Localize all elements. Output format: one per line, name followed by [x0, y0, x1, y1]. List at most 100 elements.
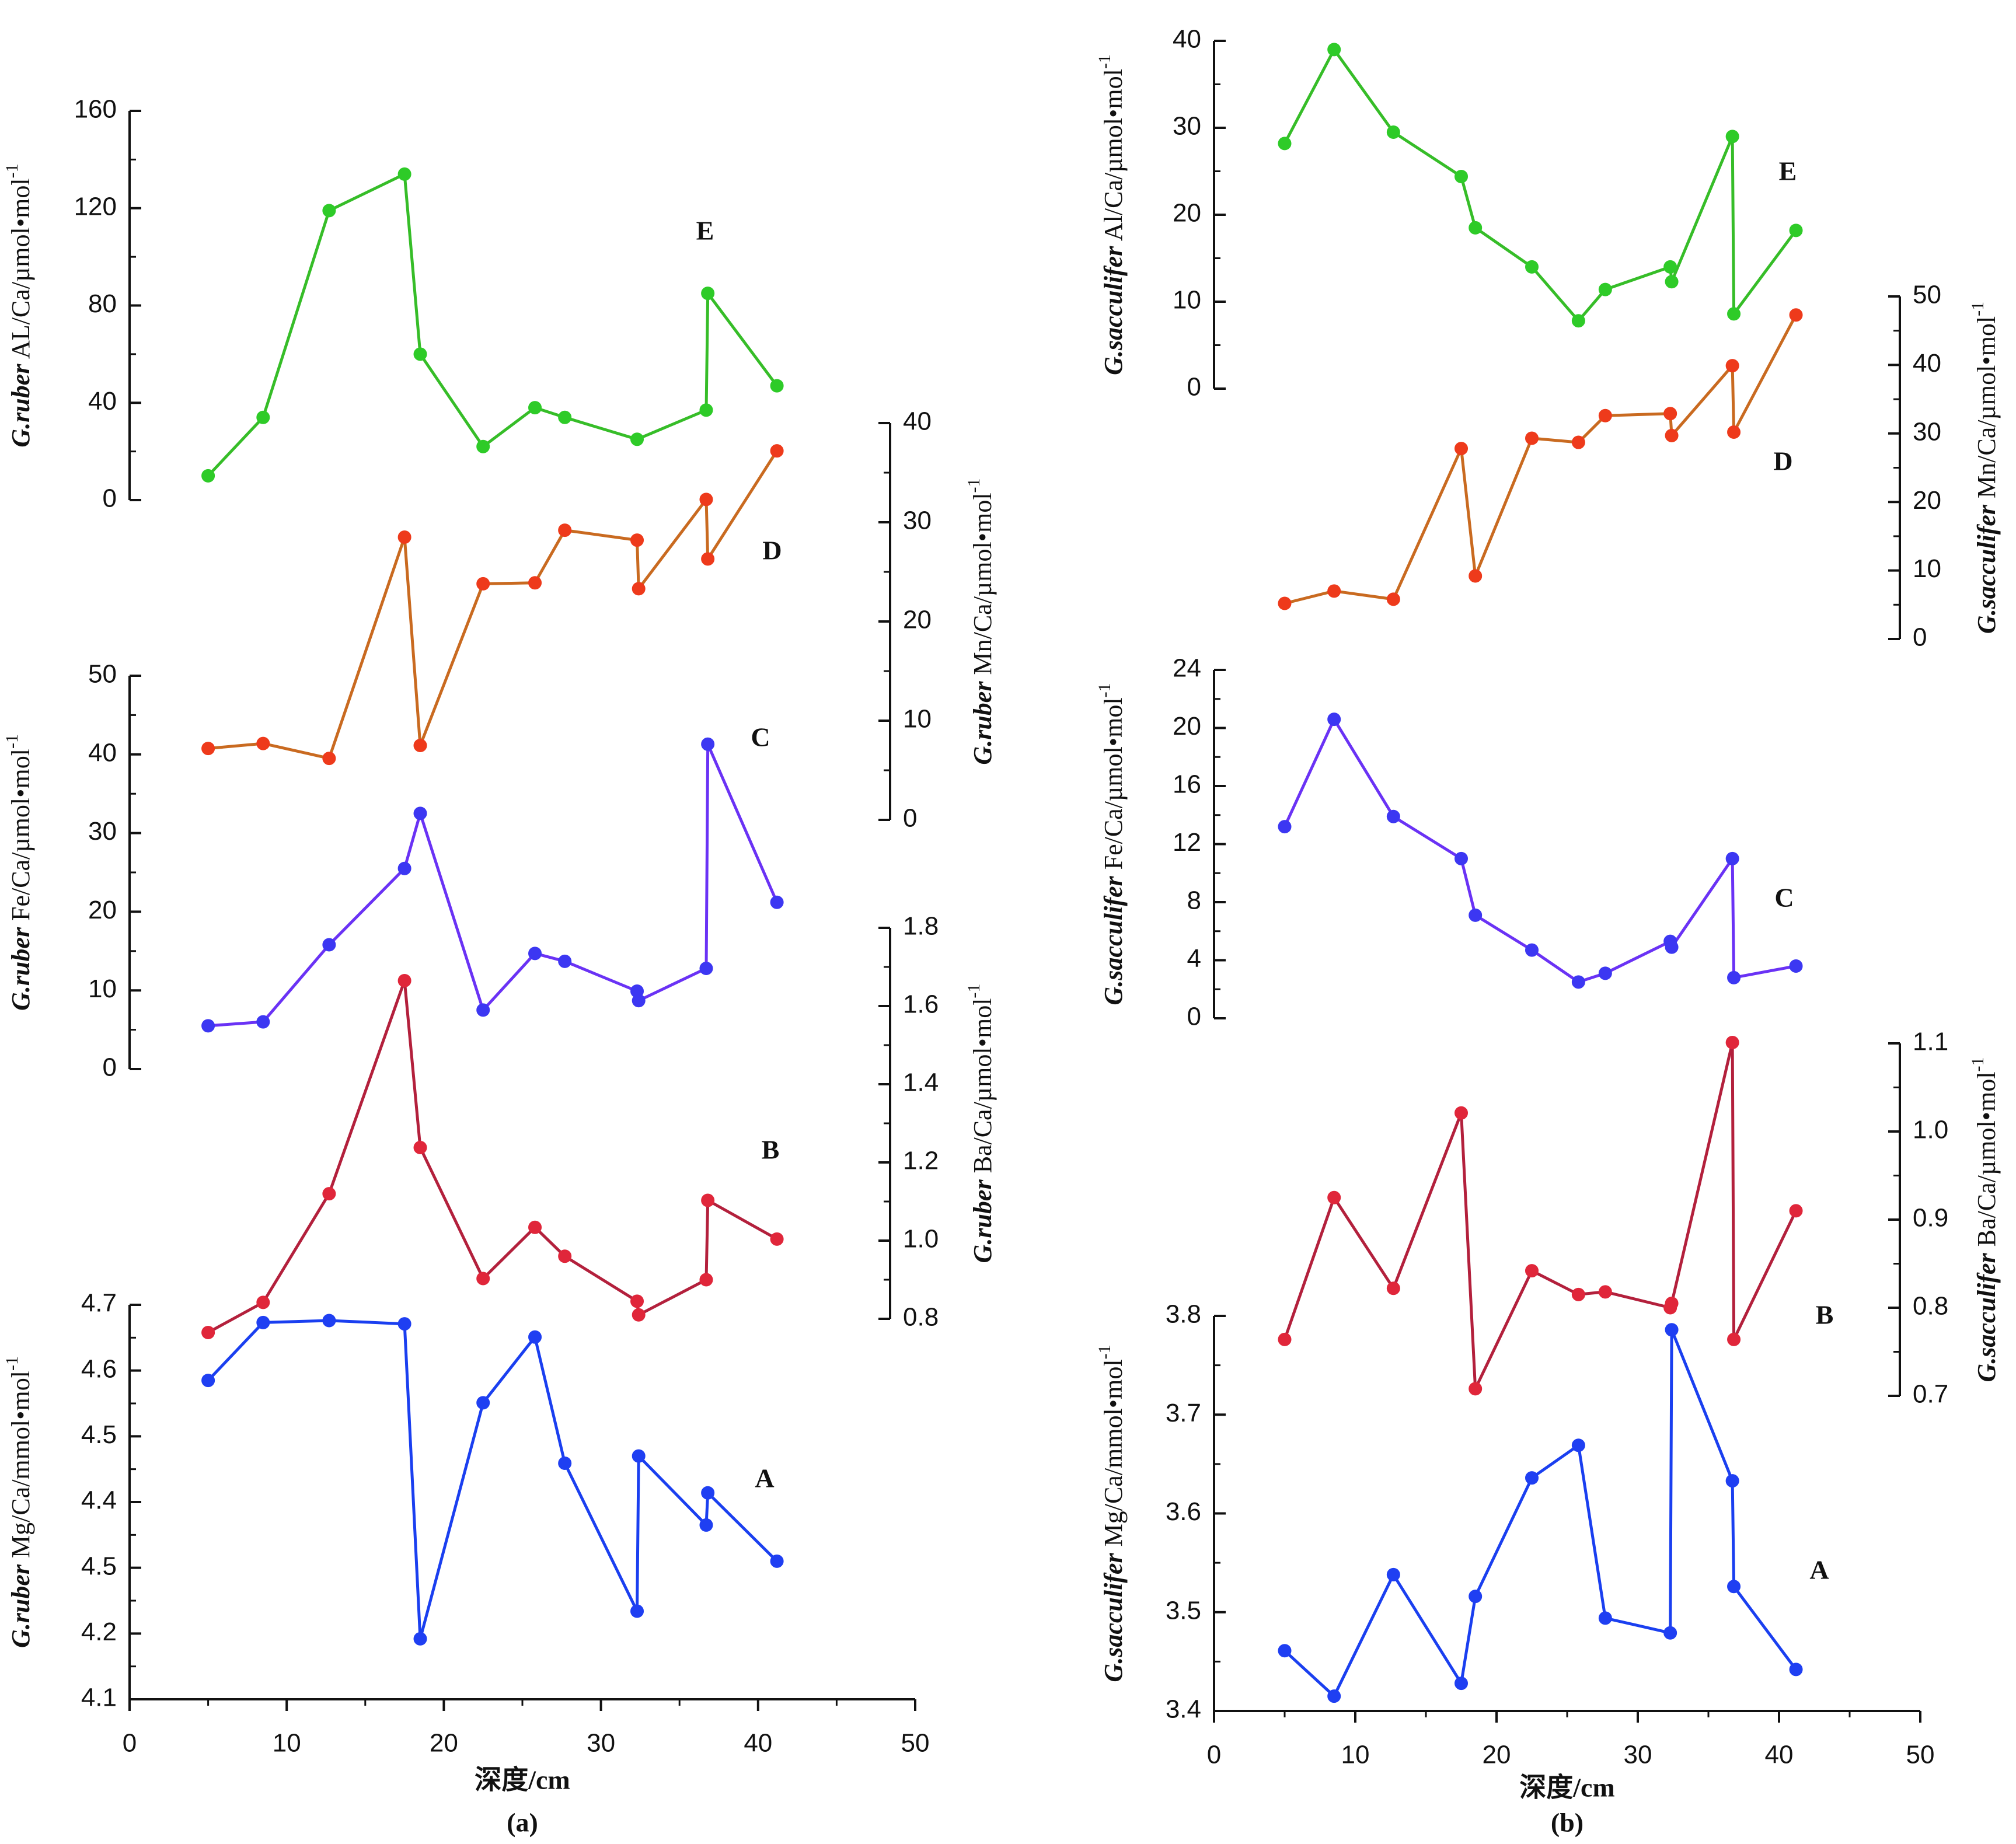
data-point-C [528, 947, 542, 961]
series-E: 0 10 20 30 40 G.sacculifer Al/Ca/µmol•mol-1 E [1095, 25, 1803, 401]
y-axis-title-C-sup: -1 [2, 734, 22, 749]
data-point-E [322, 204, 336, 218]
data-point-B [1727, 1332, 1741, 1346]
y-tick-label: 8 [1187, 886, 1201, 915]
data-point-A [1598, 1611, 1612, 1625]
series-B: 0.8 1.0 1.2 1.4 1.6 1.8 G.ruber Ba/Ca/µmol•mol… [201, 912, 997, 1339]
chart-panel-a: 0 10 20 30 40 50 深度/cm (a) 0 40 80 120 160 G.ruber AL… [2, 95, 997, 1838]
y-tick-label: 1.0 [1913, 1116, 1948, 1144]
y-axis-title-B-text: Ba/Ca/µmol•mol [1972, 1071, 2001, 1253]
data-point-E [701, 287, 715, 301]
data-point-D [632, 582, 646, 596]
y-tick-label: 3.7 [1166, 1399, 1201, 1427]
data-point-D [1571, 435, 1585, 449]
y-axis-title-E-sup: -1 [1095, 54, 1114, 69]
series-C: 0 10 20 30 40 50 G.ruber Fe/Ca/µmol•mol-1 C [2, 660, 784, 1082]
data-point-A [558, 1457, 572, 1471]
x-tick-label: 30 [587, 1729, 615, 1758]
y-tick-label: 160 [74, 95, 117, 124]
y-axis-title-E: G.ruber AL/Ca/µmol•mol-1 [2, 163, 35, 447]
data-point-E [1598, 282, 1612, 296]
y-tick-label: 16 [1173, 770, 1201, 799]
data-point-B [699, 1273, 713, 1287]
data-point-B [413, 1141, 427, 1155]
data-point-D [1455, 442, 1468, 456]
y-tick-label: 50 [1913, 281, 1941, 309]
y-axis-title-D-sup: -1 [964, 478, 983, 493]
y-tick-label: 24 [1173, 654, 1201, 683]
series-B: 0.7 0.8 0.9 1.0 1.1 G.sacculifer Ba/Ca/µmol•m… [1278, 1028, 2001, 1409]
data-point-D [770, 444, 784, 458]
data-point-D [1469, 569, 1483, 583]
y-tick-label: 0.9 [1913, 1204, 1948, 1232]
y-axis-title-A: G.ruber Mg/Ca/mmol•mol-1 [2, 1356, 35, 1648]
series-line-D [1284, 314, 1798, 605]
y-axis-title-E-text: Al/Ca/µmol•mol [1099, 69, 1128, 246]
y-axis-title-E-italic: G.sacculifer [1099, 246, 1128, 375]
series-label-E: E [1779, 156, 1797, 186]
series-label-B: B [1816, 1300, 1834, 1330]
data-point-A [413, 1632, 427, 1646]
data-point-D [397, 530, 411, 544]
y-axis-title-B-text: Ba/Ca/µmol•mol [968, 998, 997, 1180]
data-point-B [632, 1308, 646, 1322]
data-point-E [201, 469, 215, 483]
data-point-E [476, 439, 490, 453]
data-point-C [558, 954, 572, 968]
series-D: 0 10 20 30 40 50 G.sacculifer Mn/Ca/µmol•mol-1… [1278, 281, 2001, 652]
data-point-C [322, 938, 336, 952]
data-point-E [1386, 125, 1400, 139]
series-label-A: A [1809, 1555, 1829, 1585]
data-point-A [1789, 1663, 1803, 1677]
series-E: 0 40 80 120 160 G.ruber AL/Ca/µmol•mol-1 E [2, 95, 784, 513]
y-tick-label: 0 [1187, 373, 1201, 401]
x-tick-label: 50 [1906, 1741, 1935, 1769]
data-point-A [476, 1396, 490, 1410]
data-point-B [528, 1220, 542, 1234]
data-point-A [1525, 1471, 1539, 1485]
y-axis-title-D: G.sacculifer Mn/Ca/µmol•mol-1 [1968, 302, 2001, 634]
y-tick-label: 1.0 [903, 1225, 939, 1253]
y-tick-label: 20 [1913, 486, 1941, 515]
chart-panel-b: 0 10 20 30 40 50深度/cm(b)010203040G.sacculifer… [1095, 25, 2001, 1838]
data-point-D [1663, 407, 1677, 421]
y-axis-title-A-italic: G.sacculifer [1099, 1553, 1128, 1682]
y-tick-label: 0 [1913, 623, 1927, 652]
data-point-A [1278, 1644, 1292, 1658]
x-tick-label: 20 [430, 1729, 458, 1758]
data-point-B [1665, 1296, 1679, 1310]
data-point-C [701, 737, 715, 751]
y-axis-title-A-italic: G.ruber [6, 1564, 35, 1648]
y-tick-label: 4 [1187, 944, 1201, 973]
y-tick-label: 1.1 [1913, 1028, 1948, 1056]
data-point-B [558, 1249, 572, 1263]
y-tick-label: 40 [1913, 349, 1941, 378]
data-point-C [256, 1015, 270, 1029]
x-tick-label: 30 [1624, 1741, 1652, 1769]
data-point-A [1663, 1626, 1677, 1640]
y-tick-label: 30 [88, 817, 117, 846]
x-tick-label: 10 [1341, 1741, 1370, 1769]
data-point-A [701, 1486, 715, 1500]
data-point-D [322, 752, 336, 766]
series-line-A [207, 1319, 778, 1640]
data-point-D [1327, 584, 1341, 598]
data-point-E [1663, 260, 1677, 274]
x-tick-label: 40 [744, 1729, 772, 1758]
data-point-A [1727, 1580, 1741, 1594]
y-tick-label: 20 [1173, 199, 1201, 228]
data-point-D [476, 577, 490, 591]
y-axis-title-C-sup: -1 [1095, 683, 1114, 697]
y-axis-title-D-text: Mn/Ca/µmol•mol [1972, 316, 2001, 505]
data-point-B [1455, 1106, 1468, 1120]
data-point-B [770, 1232, 784, 1246]
data-point-C [1455, 851, 1468, 865]
y-tick-label: 4.4 [81, 1486, 117, 1515]
data-point-B [630, 1294, 644, 1308]
y-tick-label: 0 [103, 484, 117, 513]
y-axis-title-E-italic: G.ruber [6, 364, 35, 448]
y-tick-label: 40 [88, 387, 117, 415]
data-point-A [632, 1449, 646, 1463]
y-tick-label: 30 [903, 507, 932, 535]
y-tick-label: 3.5 [1166, 1596, 1201, 1625]
